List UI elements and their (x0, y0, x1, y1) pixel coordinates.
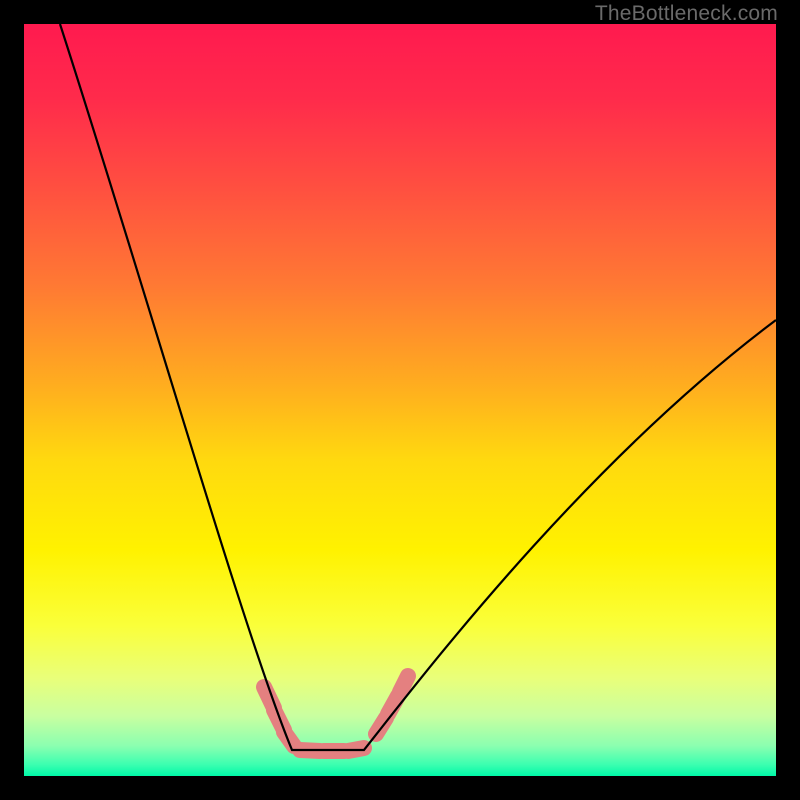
watermark-text: TheBottleneck.com (595, 2, 778, 26)
curve-layer (24, 24, 776, 776)
outer-frame: TheBottleneck.com (0, 0, 800, 800)
plot-area (24, 24, 776, 776)
bottleneck-curve (60, 24, 776, 750)
trough-highlight-markers (264, 676, 408, 751)
trough-marker-segment (400, 676, 408, 692)
